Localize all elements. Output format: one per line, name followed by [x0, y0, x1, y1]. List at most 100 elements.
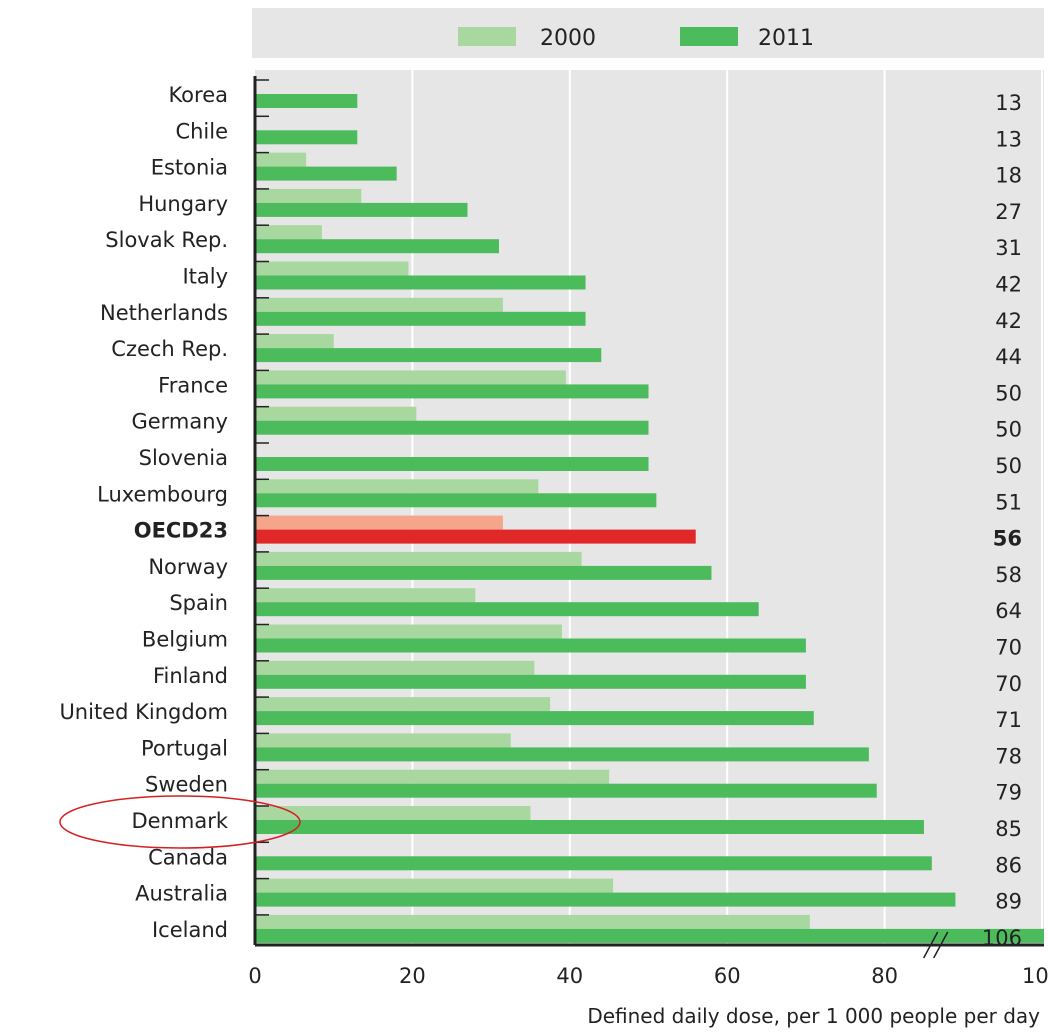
bar-2011-finland	[255, 674, 806, 689]
value-label-denmark: 85	[995, 817, 1022, 841]
category-label-sweden: Sweden	[145, 773, 228, 797]
bar-2000-united-kingdom	[255, 697, 551, 712]
bar-2000-slovak-rep	[255, 225, 322, 240]
bar-2000-france	[255, 370, 566, 385]
category-label-hungary: Hungary	[138, 192, 228, 216]
bar-2011-chile	[255, 130, 358, 145]
bar-2000-luxembourg	[255, 479, 539, 494]
value-label-norway: 58	[995, 563, 1022, 587]
x-tick-label-80: 80	[871, 964, 898, 988]
bar-2011-italy	[255, 275, 586, 290]
value-label-estonia: 18	[995, 164, 1022, 188]
category-label-norway: Norway	[148, 555, 228, 579]
bar-2000-italy	[255, 261, 409, 276]
value-label-slovenia: 50	[995, 454, 1022, 478]
bar-2011-spain	[255, 602, 759, 617]
bar-2011-slovenia	[255, 457, 649, 471]
bar-2000-australia	[255, 878, 614, 893]
value-label-netherlands: 42	[995, 309, 1022, 333]
category-labels: Korea Chile Estonia Hungary Slovak Rep. Italy…	[59, 83, 228, 942]
bar-2011-slovak-rep	[255, 239, 499, 254]
category-label-france: France	[158, 373, 228, 397]
bar-2011-australia	[255, 892, 956, 907]
bar-2011-oecd23	[255, 529, 696, 544]
bar-2000-estonia	[255, 152, 307, 167]
bar-2011-sweden	[255, 783, 877, 798]
bar-2011-korea	[255, 94, 358, 108]
value-label-korea: 13	[995, 91, 1022, 115]
value-label-oecd23: 56	[993, 527, 1022, 551]
x-tick-label-0: 0	[248, 964, 261, 988]
category-label-netherlands: Netherlands	[100, 301, 228, 325]
bar-2011-estonia	[255, 166, 397, 181]
legend-label-2011: 2011	[758, 26, 814, 51]
category-label-luxembourg: Luxembourg	[97, 482, 228, 506]
bar-2000-finland	[255, 660, 535, 675]
category-label-italy: Italy	[182, 265, 228, 289]
bar-2000-spain	[255, 588, 476, 603]
bar-2000-hungary	[255, 188, 362, 203]
value-label-finland: 70	[995, 672, 1022, 696]
category-label-slovenia: Slovenia	[139, 446, 228, 470]
value-label-spain: 64	[995, 599, 1022, 623]
legend-label-2000: 2000	[540, 26, 596, 51]
bar-2011-france	[255, 384, 649, 399]
bar-2000-belgium	[255, 624, 562, 639]
category-label-portugal: Portugal	[141, 736, 228, 760]
category-label-iceland: Iceland	[152, 918, 228, 942]
value-label-germany: 50	[995, 418, 1022, 442]
value-label-iceland: 106	[982, 926, 1022, 950]
category-label-germany: Germany	[131, 410, 228, 434]
denmark-highlight-circle	[59, 795, 301, 849]
category-label-oecd23: OECD23	[134, 519, 228, 543]
bar-2000-iceland	[255, 914, 810, 929]
bar-2000-denmark	[255, 806, 531, 820]
bar-2011-denmark	[255, 820, 924, 834]
value-labels: 13 13 18 27 31 42 42 44 50 50 50 51 56 58 64 70 70 71 78 79…	[982, 91, 1022, 950]
value-label-portugal: 78	[995, 744, 1022, 768]
bar-2000-sweden	[255, 769, 610, 784]
bar-2011-germany	[255, 420, 649, 435]
x-axis-title: Defined daily dose, per 1 000 people per…	[587, 1004, 1040, 1028]
value-label-hungary: 27	[995, 200, 1022, 224]
category-label-finland: Finland	[153, 664, 228, 688]
bars	[255, 94, 1044, 943]
value-label-canada: 86	[995, 853, 1022, 877]
bar-2011-hungary	[255, 202, 468, 217]
bar-2000-oecd23	[255, 515, 503, 530]
bar-2011-netherlands	[255, 311, 586, 326]
bar-2000-norway	[255, 551, 582, 566]
value-label-france: 50	[995, 381, 1022, 405]
bar-2000-portugal	[255, 733, 511, 748]
value-label-slovak-rep: 31	[995, 236, 1022, 260]
category-label-united-kingdom: United Kingdom	[59, 700, 228, 724]
bar-2011-belgium	[255, 638, 806, 653]
x-tick-labels: 0 20 40 60 80 100	[248, 964, 1048, 988]
value-label-sweden: 79	[995, 781, 1022, 805]
axis-break-mark-2	[933, 931, 949, 959]
category-label-korea: Korea	[168, 83, 228, 107]
axes	[253, 76, 1044, 959]
bar-2000-czech-rep	[255, 334, 334, 349]
bar-2011-czech-rep	[255, 348, 602, 363]
x-tick-label-100: 100	[1022, 964, 1048, 988]
bar-2011-iceland	[255, 928, 1044, 943]
x-tick-label-20: 20	[399, 964, 426, 988]
x-tick-label-40: 40	[556, 964, 583, 988]
value-label-belgium: 70	[995, 636, 1022, 660]
bar-2011-luxembourg	[255, 493, 657, 508]
bar-2011-canada	[255, 856, 932, 871]
category-label-denmark: Denmark	[131, 809, 228, 833]
category-label-canada: Canada	[148, 845, 228, 869]
value-label-italy: 42	[995, 273, 1022, 297]
legend-swatch-2011	[680, 27, 738, 46]
category-label-spain: Spain	[169, 591, 228, 615]
value-label-czech-rep: 44	[995, 345, 1022, 369]
category-label-slovak-rep: Slovak Rep.	[105, 228, 228, 252]
bar-2000-netherlands	[255, 297, 503, 312]
legend-swatch-2000	[458, 27, 516, 46]
bar-2000-germany	[255, 406, 417, 421]
value-label-australia: 89	[995, 890, 1022, 914]
value-label-chile: 13	[995, 127, 1022, 151]
